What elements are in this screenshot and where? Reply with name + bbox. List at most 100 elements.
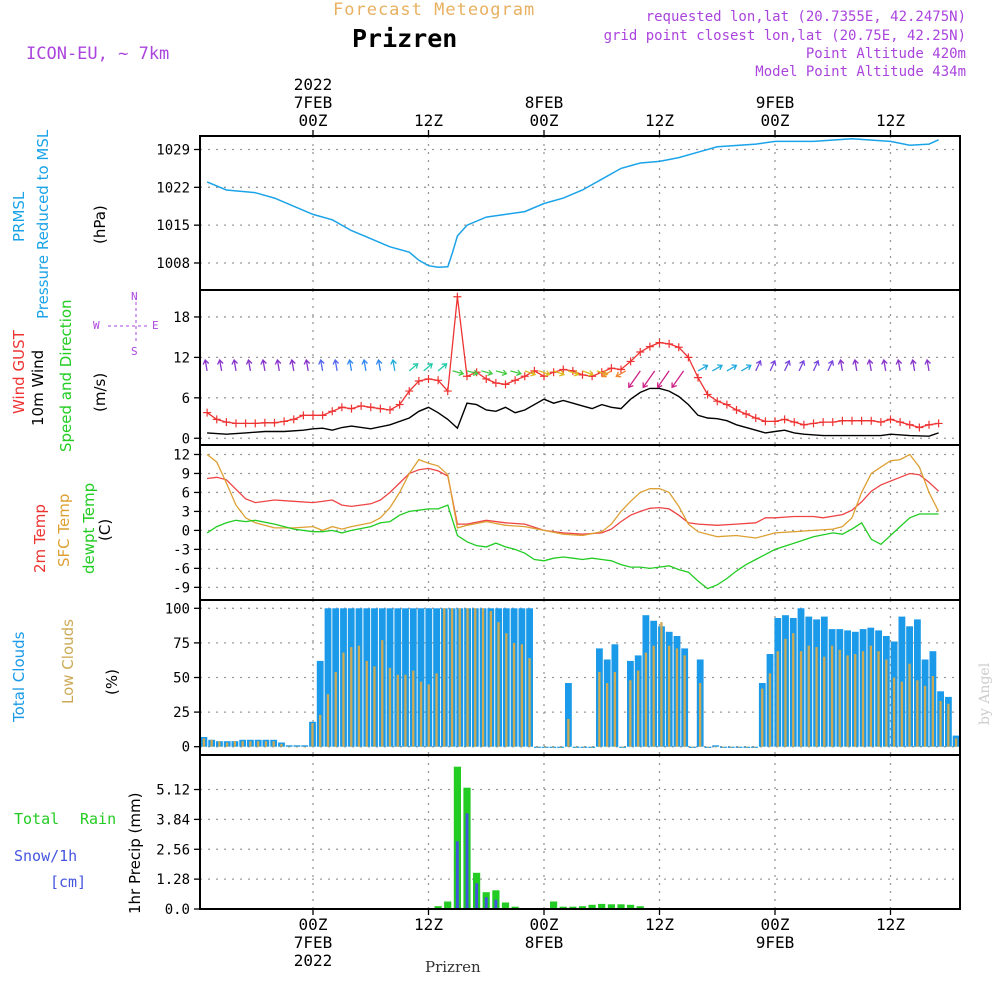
low-cloud-bar (683, 655, 686, 747)
low-cloud-bar (567, 719, 570, 747)
gust-marker (540, 372, 548, 381)
gust-marker (645, 342, 654, 351)
x-tick-label-top: 12Z (645, 111, 674, 130)
y-tick-label: 1015 (156, 218, 190, 234)
wind-direction-arrow (600, 370, 612, 378)
low-cloud-bar (784, 638, 787, 747)
gust-marker (713, 397, 722, 406)
low-cloud-bar (590, 746, 593, 748)
gust-marker (905, 420, 914, 429)
total-cloud-bar (324, 608, 332, 747)
x-tick-label-bottom: 2022 (294, 951, 333, 970)
gust-marker (222, 418, 231, 427)
wind-direction-arrow (408, 363, 419, 372)
low-cloud-bar (668, 645, 671, 747)
low-cloud-bar (838, 649, 841, 747)
low-cloud-bar (466, 608, 469, 747)
low-cloud-bar (714, 746, 717, 748)
low-cloud-bar (450, 608, 454, 747)
wind-direction-arrow (538, 370, 551, 377)
gust-marker (232, 419, 240, 428)
gust-marker (857, 416, 866, 425)
gust-marker (376, 404, 385, 413)
total-cloud-bar (316, 660, 324, 747)
rain-bar (550, 901, 558, 909)
wind-direction-arrow (318, 358, 325, 372)
low-cloud-bar (675, 648, 679, 747)
temp-2m-line (207, 467, 940, 535)
low-cloud-bar (326, 694, 330, 747)
y-tick-label: 6 (182, 485, 190, 501)
low-cloud-bar (908, 663, 911, 747)
gust-marker (771, 417, 779, 426)
low-cloud-bar (861, 651, 865, 747)
gust-marker (819, 418, 828, 427)
gust-marker (722, 400, 731, 409)
rain-bar (598, 903, 606, 909)
y-tick-label: 6 (182, 391, 190, 407)
gust-marker (867, 416, 876, 425)
compass-east: E (152, 319, 159, 332)
x-tick-label-top: 00Z (761, 111, 790, 130)
low-cloud-bar (218, 741, 221, 747)
compass-south: S (131, 345, 138, 358)
wind-direction-arrow (567, 370, 580, 377)
wind-direction-arrow (217, 358, 224, 372)
low-cloud-bar (536, 746, 539, 748)
gust-marker (414, 376, 423, 385)
y-tick-label: 1029 (156, 143, 190, 159)
y-tick-label: 5.12 (156, 783, 190, 799)
requested-location: requested lon,lat (20.7355E, 42.2475N) (645, 9, 966, 25)
y-tick-label: 1022 (156, 180, 190, 196)
x-tick-label-top: 9FEB (756, 93, 795, 112)
low-cloud-bar (357, 645, 361, 747)
gust-marker (366, 403, 375, 412)
gust-marker (934, 419, 943, 428)
wind-direction-arrow (510, 369, 522, 377)
rain-bar (627, 904, 635, 909)
x-tick-label-bottom: 12Z (645, 915, 674, 934)
low-clouds-label: Low Clouds (59, 619, 77, 704)
precip-rain-label: Rain (80, 810, 117, 828)
x-tick-label-bottom: 00Z (299, 915, 328, 934)
low-cloud-bar (474, 608, 477, 747)
low-cloud-bar (885, 659, 888, 747)
wind-direction-arrow (726, 364, 738, 372)
gust-marker (742, 410, 751, 418)
compass-rose (108, 302, 150, 342)
gust-marker (491, 379, 500, 387)
snow-bar (465, 813, 469, 909)
low-cloud-bar (497, 622, 500, 747)
snow-bar (475, 883, 479, 909)
low-cloud-bar (691, 746, 694, 748)
low-cloud-bar (202, 738, 205, 747)
pressure-panel (206, 137, 939, 269)
low-cloud-bar (815, 647, 818, 747)
gust-marker (347, 404, 356, 413)
low-cloud-bar (761, 688, 764, 747)
total-cloud-bar (425, 608, 433, 747)
x-tick-label-top: 8FEB (525, 93, 564, 112)
gust-marker (886, 415, 895, 424)
low-cloud-bar (706, 746, 710, 748)
wind-direction-arrow (657, 370, 670, 389)
low-cloud-bar (807, 645, 810, 747)
gust-marker (203, 408, 212, 417)
y-tick-label: -6 (173, 561, 190, 577)
low-cloud-bar (280, 743, 283, 747)
gust-marker (665, 339, 674, 348)
pressure-unit: (hPa) (91, 205, 109, 244)
gust-marker (848, 416, 856, 425)
gust-marker (578, 370, 587, 379)
y-tick-label: 3.84 (156, 812, 190, 828)
temp-unit: (C) (96, 518, 114, 541)
gust-marker (443, 387, 452, 396)
gust-marker (828, 418, 837, 427)
gust-marker (386, 405, 394, 414)
gust-marker (626, 357, 635, 366)
gust-marker (925, 420, 933, 429)
wind-direction-arrow (231, 358, 238, 372)
low-cloud-bar (543, 746, 547, 748)
gust-marker (328, 407, 337, 416)
gust-marker (780, 415, 789, 424)
